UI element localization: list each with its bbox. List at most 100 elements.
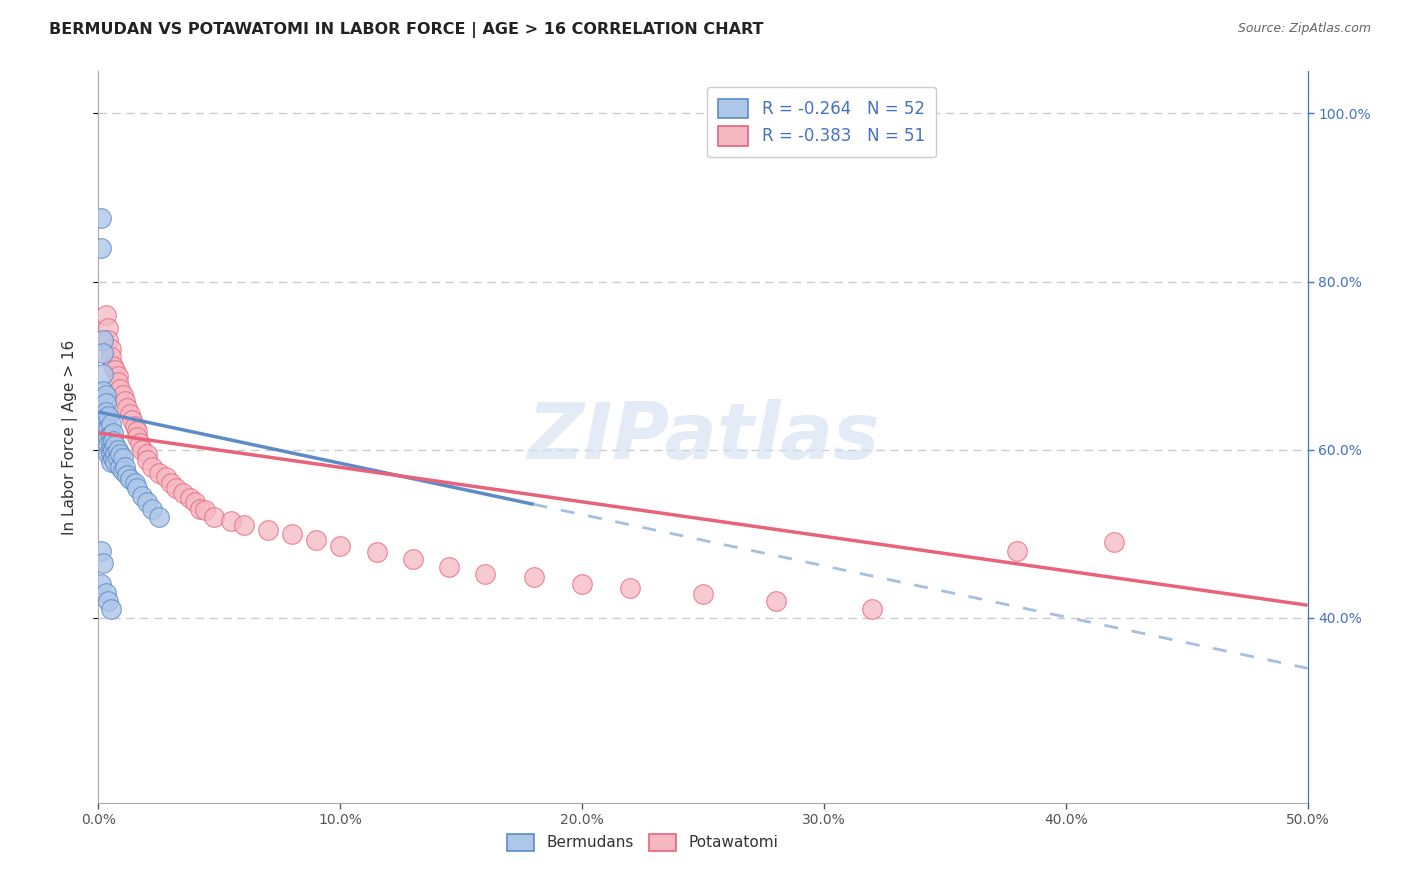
Point xyxy=(100,447,122,461)
Point xyxy=(128,436,150,450)
Point xyxy=(94,422,117,436)
Point xyxy=(100,427,122,442)
Point xyxy=(127,481,149,495)
Point xyxy=(155,469,177,483)
Text: BERMUDAN VS POTAWATOMI IN LABOR FORCE | AGE > 16 CORRELATION CHART: BERMUDAN VS POTAWATOMI IN LABOR FORCE | … xyxy=(49,22,763,38)
Point xyxy=(107,451,129,466)
Point xyxy=(114,459,136,474)
Point xyxy=(104,363,127,377)
Point xyxy=(124,476,146,491)
Point xyxy=(117,467,139,482)
Point xyxy=(94,388,117,402)
Point xyxy=(221,514,243,528)
Point xyxy=(305,533,328,548)
Point xyxy=(160,476,183,491)
Point xyxy=(100,455,122,469)
Point xyxy=(692,587,714,601)
Point xyxy=(94,396,117,410)
Point xyxy=(90,211,112,226)
Point xyxy=(437,560,460,574)
Point xyxy=(184,495,207,509)
Point xyxy=(107,442,129,457)
Point xyxy=(101,425,124,440)
Point xyxy=(90,577,112,591)
Point xyxy=(172,486,194,500)
Point xyxy=(474,567,496,582)
Point xyxy=(141,501,163,516)
Point xyxy=(127,430,149,444)
Point xyxy=(111,388,134,402)
Point xyxy=(97,430,120,444)
Point xyxy=(90,241,112,255)
Point xyxy=(100,602,122,616)
Point xyxy=(94,405,117,419)
Point xyxy=(281,526,304,541)
Point xyxy=(108,382,131,396)
Point xyxy=(118,407,141,421)
Point xyxy=(101,434,124,449)
Point xyxy=(111,464,134,478)
Point xyxy=(100,436,122,450)
Point xyxy=(100,417,122,432)
Point xyxy=(232,518,254,533)
Point xyxy=(94,585,117,599)
Point xyxy=(135,495,157,509)
Point xyxy=(97,320,120,334)
Point xyxy=(131,442,153,457)
Point xyxy=(1102,535,1125,549)
Point xyxy=(90,543,112,558)
Point xyxy=(100,350,122,364)
Point xyxy=(188,501,211,516)
Point xyxy=(127,424,149,438)
Point xyxy=(94,417,117,432)
Point xyxy=(114,393,136,408)
Point xyxy=(194,503,217,517)
Point xyxy=(179,491,201,506)
Point xyxy=(107,368,129,383)
Point xyxy=(204,510,226,524)
Legend: Bermudans, Potawatomi: Bermudans, Potawatomi xyxy=(501,828,785,857)
Point xyxy=(619,582,641,596)
Point xyxy=(104,438,127,452)
Point xyxy=(94,308,117,322)
Point xyxy=(131,489,153,503)
Point xyxy=(117,401,139,415)
Point xyxy=(91,556,114,570)
Point xyxy=(366,545,388,559)
Text: ZIPatlas: ZIPatlas xyxy=(527,399,879,475)
Point xyxy=(1007,543,1029,558)
Point xyxy=(148,467,170,481)
Point xyxy=(91,384,114,398)
Point xyxy=(97,422,120,436)
Point xyxy=(135,447,157,461)
Point xyxy=(111,451,134,466)
Point xyxy=(329,540,352,554)
Point xyxy=(571,577,593,591)
Point xyxy=(135,452,157,467)
Point xyxy=(765,594,787,608)
Point xyxy=(100,442,122,457)
Point xyxy=(97,447,120,461)
Point xyxy=(97,594,120,608)
Point xyxy=(108,459,131,474)
Point xyxy=(91,392,114,407)
Point xyxy=(104,455,127,469)
Point xyxy=(108,447,131,461)
Point xyxy=(121,413,143,427)
Text: Source: ZipAtlas.com: Source: ZipAtlas.com xyxy=(1237,22,1371,36)
Point xyxy=(148,510,170,524)
Point xyxy=(91,346,114,360)
Point xyxy=(97,409,120,423)
Point xyxy=(91,367,114,381)
Point xyxy=(101,359,124,373)
Y-axis label: In Labor Force | Age > 16: In Labor Force | Age > 16 xyxy=(62,340,77,534)
Point xyxy=(100,342,122,356)
Point xyxy=(165,481,187,495)
Point xyxy=(256,523,278,537)
Point xyxy=(141,459,163,474)
Point xyxy=(97,438,120,452)
Point xyxy=(104,447,127,461)
Point xyxy=(101,442,124,457)
Point xyxy=(523,570,546,584)
Point xyxy=(124,419,146,434)
